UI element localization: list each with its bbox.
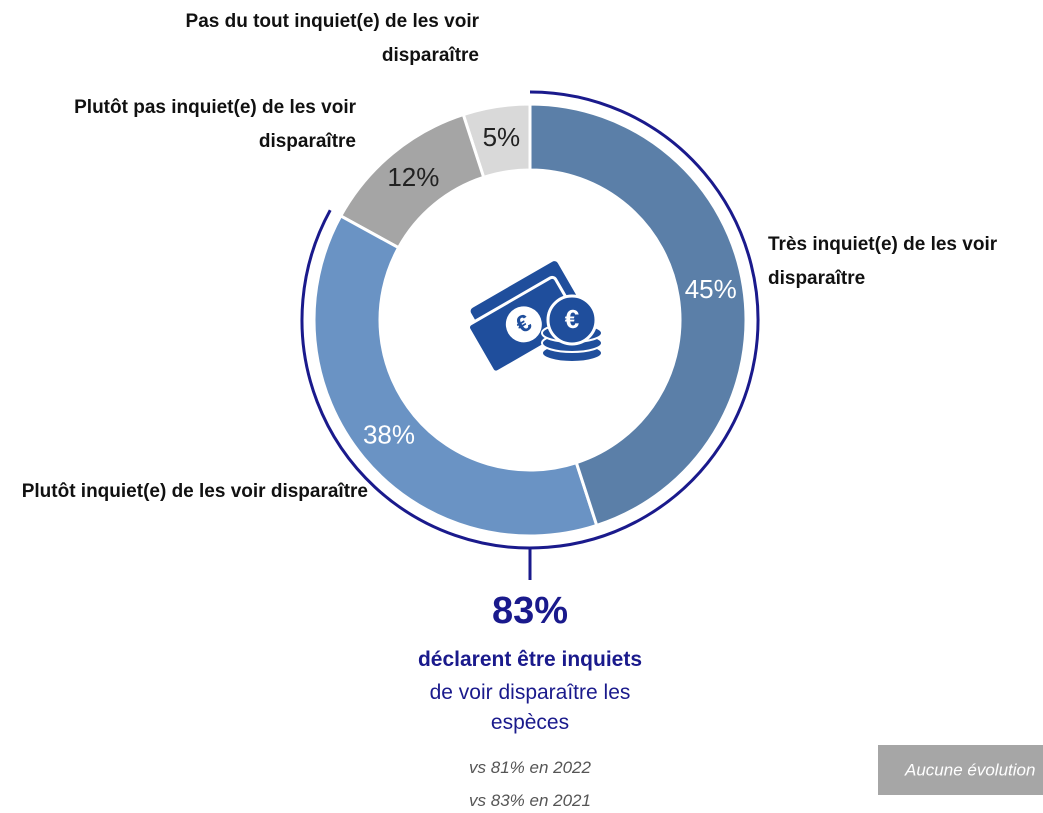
icon: € € <box>467 261 603 374</box>
category-label: Très inquiet(e) de les voir disparaître <box>768 234 998 289</box>
headline: déclarent être inquiets <box>417 648 643 671</box>
category-label: Plutôt pas inquiet(e) de les voir dispar… <box>74 97 356 152</box>
badge: Aucune évolution <box>904 760 1035 779</box>
value-label: 12% <box>387 162 439 192</box>
category-label: Pas du tout inquiet(e) de les voir dispa… <box>185 11 479 66</box>
svg-text:€: € <box>565 304 579 334</box>
slice <box>312 213 599 538</box>
comparison: vs 81% en 2022 <box>469 758 591 777</box>
slice <box>338 112 486 250</box>
value-label: 45% <box>685 274 737 304</box>
total: 83% <box>491 590 569 632</box>
comparison: vs 83% en 2021 <box>469 791 591 810</box>
bracket <box>300 90 760 550</box>
value-label: 38% <box>363 420 415 450</box>
slice <box>528 102 748 528</box>
value-label: 5% <box>483 122 521 152</box>
category-label: Plutôt inquiet(e) de les voir disparaîtr… <box>21 481 368 502</box>
text: de voir disparaître les espèces <box>429 681 631 734</box>
badge-box <box>878 745 1043 795</box>
